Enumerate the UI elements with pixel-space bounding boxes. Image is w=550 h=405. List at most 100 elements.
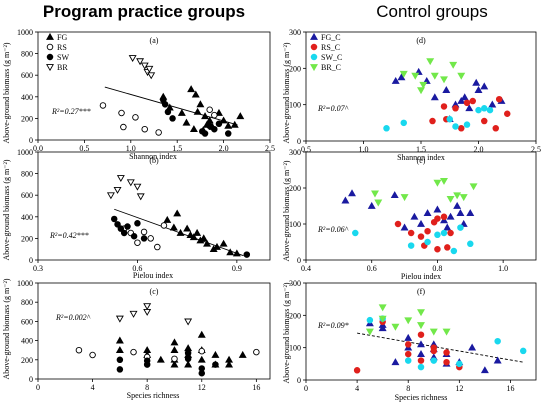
legend-label: RS <box>57 43 67 52</box>
data-point <box>106 192 115 200</box>
data-point <box>472 78 481 86</box>
series-rs-c <box>429 95 511 132</box>
plot-frame <box>37 282 271 380</box>
x-tick-label: 1.5 <box>416 145 426 154</box>
r-squared-label: R²=0.002^ <box>55 313 91 322</box>
data-point <box>465 104 474 112</box>
data-point <box>492 125 500 132</box>
series-fg-c <box>341 189 475 231</box>
data-point <box>378 315 387 323</box>
data-point <box>383 125 390 132</box>
legend-marker <box>310 32 318 40</box>
data-point <box>443 349 450 356</box>
r-squared-label: R²=0.27*** <box>51 107 91 116</box>
data-point <box>440 213 448 221</box>
data-point <box>447 229 454 237</box>
data-point <box>117 225 125 232</box>
data-point <box>440 177 448 185</box>
r-squared-label: R²=0.09* <box>317 321 349 330</box>
data-point <box>169 115 176 122</box>
x-tick-label: 4 <box>355 384 359 393</box>
panel-f: 0 4 8 12 16 0 100 200 300 (f) R²=0.09* <box>289 279 537 393</box>
y-tick-label: 200 <box>289 184 301 193</box>
y-tick-label: 0 <box>29 256 33 265</box>
y-tick-label: 0 <box>297 376 301 385</box>
x-tick-label: 0 <box>36 383 40 392</box>
data-point <box>495 95 503 103</box>
x-tick-label: 0.5 <box>301 145 311 154</box>
data-point <box>183 224 192 232</box>
data-point <box>169 223 178 231</box>
data-point <box>156 355 165 363</box>
plot-frame <box>305 151 537 261</box>
data-point <box>453 201 462 209</box>
data-point <box>197 355 206 363</box>
data-point <box>110 215 118 223</box>
data-point <box>474 86 483 93</box>
data-point <box>444 244 451 251</box>
data-point <box>430 347 438 355</box>
data-point <box>170 360 179 368</box>
legend-label: SW_C <box>321 53 342 62</box>
data-point <box>419 81 428 89</box>
data-point <box>410 212 419 220</box>
xlabel-c: Species richness <box>127 391 180 400</box>
data-point <box>450 247 458 255</box>
series-br-c <box>371 177 478 207</box>
data-point <box>115 346 124 354</box>
legend-marker <box>46 64 54 72</box>
data-point <box>453 192 462 200</box>
data-point <box>429 328 438 336</box>
data-point <box>170 346 179 354</box>
left-group-title: Program practice groups <box>43 2 245 21</box>
data-point <box>132 114 139 121</box>
data-point <box>171 355 178 363</box>
data-point <box>519 347 527 355</box>
data-point <box>417 87 425 95</box>
data-point <box>120 229 128 237</box>
data-point <box>140 228 148 236</box>
data-point <box>189 233 198 241</box>
y-tick-label: 100 <box>289 101 301 110</box>
legend-marker <box>46 32 54 40</box>
data-point <box>467 240 474 248</box>
data-point <box>366 316 374 324</box>
data-point <box>404 317 413 325</box>
data-point <box>400 194 409 202</box>
x-tick-label: 8 <box>406 384 410 393</box>
data-point <box>215 120 223 128</box>
plot-area: 0.0 0.5 1.0 1.5 2.0 2.502004006008001000(a)R²… <box>17 28 541 393</box>
data-point <box>481 117 488 125</box>
data-point <box>457 72 466 80</box>
data-point <box>440 103 448 110</box>
legend-marker <box>310 43 318 51</box>
data-point <box>197 330 206 338</box>
data-point <box>232 249 241 257</box>
data-point <box>440 229 448 237</box>
data-point <box>186 231 195 239</box>
data-point <box>177 108 186 116</box>
legend-marker <box>310 53 318 61</box>
trend-line <box>357 332 524 363</box>
data-point <box>481 105 488 112</box>
panel-e: 0.4 0.6 0.8 1.0 0 100 200 300 (e) R²=0.06^ <box>289 148 537 273</box>
data-point <box>468 343 477 351</box>
r-squared-label: R²=0.06^ <box>317 225 349 234</box>
series-rs-c <box>353 318 463 374</box>
data-point <box>75 346 83 354</box>
data-point <box>417 219 425 227</box>
data-point <box>199 234 208 242</box>
y-tick-label: 600 <box>21 191 33 200</box>
data-point <box>452 123 459 130</box>
data-point <box>130 348 137 356</box>
data-point <box>219 116 228 124</box>
data-point <box>147 72 156 80</box>
xlabel-f: Species richness <box>395 393 448 402</box>
x-tick-label: 16 <box>506 384 514 393</box>
data-point <box>184 355 192 363</box>
data-point <box>463 99 471 107</box>
data-point <box>458 125 465 132</box>
data-point <box>99 102 107 109</box>
left-mid-ylabel: Above-ground biomass (g m⁻²) <box>2 159 11 260</box>
panel-label: (e) <box>417 156 426 165</box>
